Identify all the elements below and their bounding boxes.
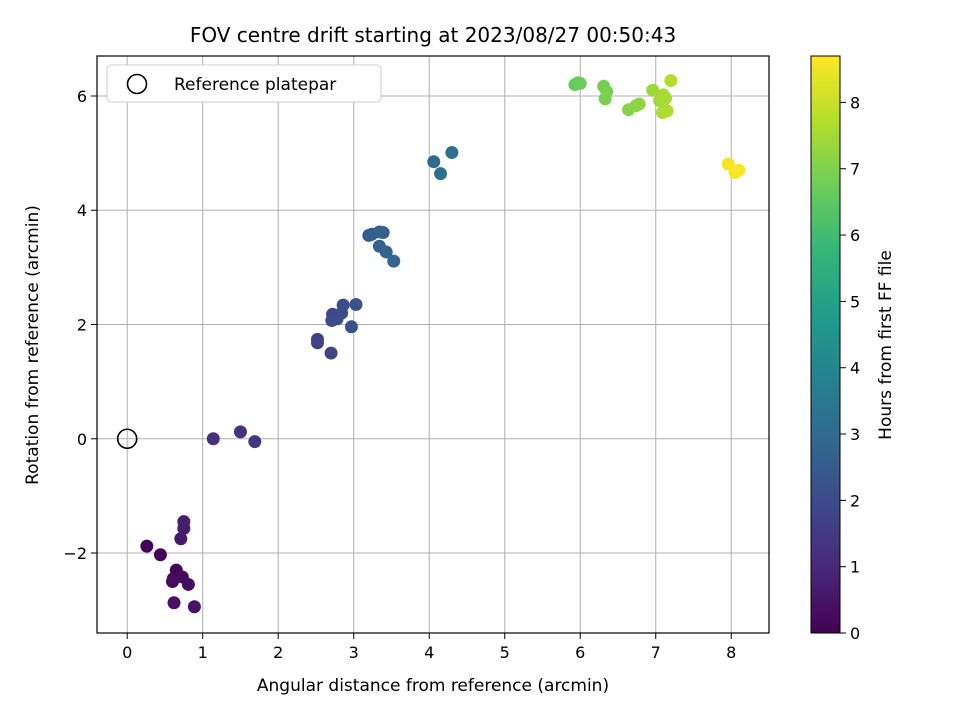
data-point [177,515,191,529]
data-point [598,92,612,106]
colorbar-tick-label: 1 [850,558,860,577]
data-point [140,539,154,553]
data-point [434,167,448,181]
data-point [659,91,673,105]
legend: Reference platepar [106,64,382,103]
colorbar-tick-label: 8 [850,93,860,112]
y-tick-label: −2 [63,544,87,563]
data-point [181,577,195,591]
y-tick-label: 0 [77,430,87,449]
x-tick-label: 4 [424,643,434,662]
data-point [349,298,363,312]
y-tick-label: 2 [77,316,87,335]
colorbar: 0 1 2 3 4 5 6 7 8 Hours from first FF file [810,55,896,643]
chart-title: FOV centre drift starting at 2023/08/27 … [190,23,676,47]
x-tick-label: 1 [198,643,208,662]
plot-frame [96,55,770,634]
x-tick-label: 8 [726,643,736,662]
y-tick-label: 4 [77,201,87,220]
colorbar-tick-label: 7 [850,160,860,179]
data-point [324,346,338,360]
data-point [174,532,188,546]
legend-box [106,64,382,103]
y-axis-label: Rotation from reference (arcmin) [23,205,43,485]
data-point [166,575,180,589]
colorbar-tick-label: 6 [850,226,860,245]
x-axis-ticks: 0 1 2 3 4 5 6 7 8 [122,633,736,662]
data-point [573,76,587,90]
data-point [732,163,746,177]
colorbar-ticks: 0 1 2 3 4 5 6 7 8 [840,93,860,643]
data-point [664,74,678,88]
x-tick-label: 5 [500,643,510,662]
data-point [344,320,358,334]
scatter-points [140,74,746,614]
grid-lines [97,56,769,633]
legend-entry-label: Reference platepar [174,75,336,95]
reference-marker [116,428,138,450]
data-point [206,432,220,446]
reference-point-marker [116,428,138,450]
x-tick-label: 2 [273,643,283,662]
colorbar-tick-label: 2 [850,491,860,510]
data-point [167,596,181,610]
data-point [233,425,247,439]
data-point [660,104,674,118]
colorbar-label: Hours from first FF file [876,250,896,440]
data-point [376,226,390,240]
data-point [336,298,350,312]
data-point [379,245,393,259]
colorbar-tick-label: 5 [850,292,860,311]
data-point [632,97,646,111]
x-tick-label: 3 [349,643,359,662]
colorbar-gradient [810,55,841,634]
x-axis-label: Angular distance from reference (arcmin) [257,676,609,696]
colorbar-tick-label: 4 [850,359,860,378]
data-point [310,336,324,350]
data-point [427,155,441,169]
data-point [387,254,401,268]
data-point [153,548,167,562]
x-tick-label: 0 [122,643,132,662]
legend-marker-circle [126,73,148,95]
data-point [445,146,459,160]
data-point [248,435,262,449]
colorbar-tick-label: 3 [850,425,860,444]
y-tick-label: 6 [77,87,87,106]
x-tick-label: 6 [575,643,585,662]
y-axis-ticks: −2 0 2 4 6 [63,87,97,563]
x-tick-label: 7 [651,643,661,662]
colorbar-tick-label: 0 [850,624,860,643]
data-point [187,600,201,614]
data-point [646,83,660,97]
